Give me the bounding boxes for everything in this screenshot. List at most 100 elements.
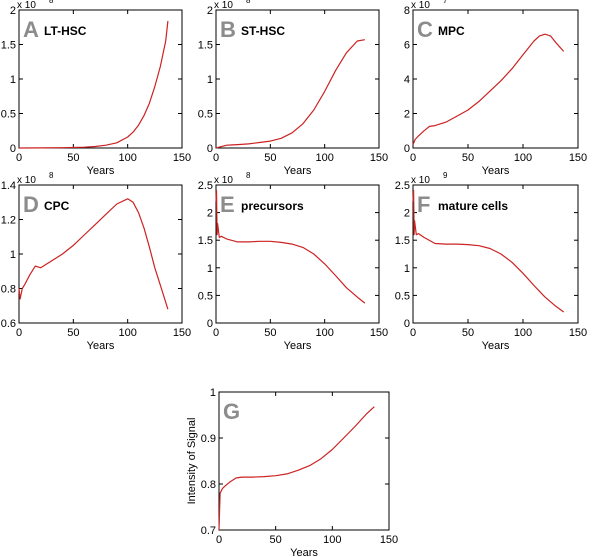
axis-exponent: x 10 [214, 175, 233, 186]
y-tick-label: 1 [10, 74, 16, 86]
x-axis-label: Years [87, 165, 115, 177]
panel-letter: B [220, 17, 236, 42]
y-tick-label: 0.6 [1, 318, 16, 330]
y-tick-label: 0 [10, 143, 16, 155]
axis-exponent: x 10 [411, 0, 430, 11]
x-tick-label: 100 [118, 152, 136, 164]
y-tick-label: 0.5 [395, 290, 410, 302]
y-tick-label: 1.5 [198, 40, 213, 52]
axis-exponent-power: 8 [49, 171, 54, 180]
y-tick-label: 1.2 [1, 215, 16, 227]
y-tick-label: 2.5 [395, 180, 410, 192]
y-tick-label: 0.5 [1, 109, 16, 121]
x-tick-label: 50 [67, 152, 79, 164]
x-tick-label: 50 [462, 327, 474, 339]
axis-exponent: x 10 [17, 0, 36, 11]
y-tick-label: 0 [207, 318, 213, 330]
panel-title: MPC [438, 24, 465, 38]
y-tick-label: 1 [404, 263, 410, 275]
panel-title: LT-HSC [44, 24, 87, 38]
x-tick-label: 150 [370, 152, 388, 164]
series-line [18, 20, 169, 149]
series-line [218, 406, 375, 531]
series-line [18, 198, 169, 310]
x-axis-label: Years [482, 165, 510, 177]
x-tick-label: 150 [173, 152, 191, 164]
axis-exponent-power: 8 [246, 171, 251, 180]
panel-letter: E [220, 192, 235, 217]
panel-a: 0 50 100 150 0 0.5 1 1.5 2 Years x 10 8 A LT-HSC [1, 0, 191, 177]
y-tick-label: 0.5 [198, 290, 213, 302]
x-tick-label: 150 [370, 327, 388, 339]
x-tick-label: 100 [514, 327, 532, 339]
y-tick-label: 0.9 [201, 433, 216, 445]
x-tick-label: 0 [410, 327, 416, 339]
panel-title: ST-HSC [241, 24, 285, 38]
y-tick-label: 1 [207, 263, 213, 275]
x-tick-label: 0 [216, 534, 222, 546]
x-tick-label: 150 [569, 152, 587, 164]
panel-f: 0 50 100 150 0 0.5 1 1.5 2 2.5 Years x 10 9 F mature c… [395, 171, 587, 352]
axis-exponent: x 10 [411, 175, 430, 186]
x-tick-label: 50 [264, 152, 276, 164]
x-tick-label: 50 [270, 534, 282, 546]
y-tick-label: 4 [404, 74, 410, 86]
panel-c: 0 50 100 150 0 2 4 6 8 Years x 10 7 C MPC [404, 0, 587, 177]
x-tick-label: 50 [67, 327, 79, 339]
y-tick-label: 2 [404, 109, 410, 121]
y-tick-label: 0.8 [1, 284, 16, 296]
axis-exponent: x 10 [17, 175, 36, 186]
x-axis-label: Years [290, 547, 318, 557]
axis-exponent-power: 9 [443, 171, 448, 180]
panel-title: precursors [241, 199, 304, 213]
x-tick-label: 0 [410, 152, 416, 164]
y-tick-label: 1 [207, 74, 213, 86]
panel-title: mature cells [438, 199, 508, 213]
y-tick-label: 0.8 [201, 479, 216, 491]
y-tick-label: 8 [404, 5, 410, 17]
plot-frame [412, 184, 579, 324]
y-tick-label: 6 [404, 40, 410, 52]
x-tick-label: 150 [569, 327, 587, 339]
axis-exponent: x 10 [214, 0, 233, 11]
x-tick-label: 150 [380, 534, 398, 546]
x-tick-label: 100 [514, 152, 532, 164]
panel-title: CPC [44, 199, 70, 213]
panel-letter: C [417, 17, 433, 42]
y-tick-label: 1 [10, 249, 16, 261]
x-tick-label: 50 [462, 152, 474, 164]
y-tick-label: 0 [207, 143, 213, 155]
panel-letter: G [223, 399, 240, 424]
x-tick-label: 50 [264, 327, 276, 339]
y-tick-label: 1.5 [395, 235, 410, 247]
y-tick-label: 1.4 [1, 180, 16, 192]
x-tick-label: 150 [173, 327, 191, 339]
y-tick-label: 0 [404, 143, 410, 155]
y-tick-label: 1.5 [1, 40, 16, 52]
y-tick-label: 2 [207, 208, 213, 220]
x-tick-label: 0 [213, 327, 219, 339]
x-axis-label: Years [482, 340, 510, 352]
plot-frame [218, 391, 390, 531]
panel-letter: D [23, 192, 39, 217]
axis-exponent-power: 8 [49, 0, 54, 5]
y-tick-label: 0 [404, 318, 410, 330]
x-tick-label: 100 [118, 327, 136, 339]
y-tick-label: 2 [207, 5, 213, 17]
x-tick-label: 0 [213, 152, 219, 164]
y-tick-label: 1 [210, 387, 216, 399]
y-tick-label: 2.5 [198, 180, 213, 192]
x-tick-label: 100 [315, 152, 333, 164]
x-axis-label: Years [284, 340, 312, 352]
series-line [412, 189, 565, 313]
panel-b: 0 50 100 150 0 0.5 1 1.5 2 Years x 10 8 B ST-HSC [198, 0, 388, 177]
x-tick-label: 100 [315, 327, 333, 339]
axis-exponent-power: 8 [246, 0, 251, 5]
panel-g: 0 50 100 150 0.7 0.8 0.9 1 Years Intensity of Sig… [186, 387, 398, 557]
y-tick-label: 0.5 [198, 109, 213, 121]
x-tick-label: 0 [16, 327, 22, 339]
x-tick-label: 100 [323, 534, 341, 546]
panel-d: 0 50 100 150 0.6 0.8 1 1.2 1.4 Years x 10 8 D CPC [1, 171, 191, 352]
x-axis-label: Years [87, 340, 115, 352]
